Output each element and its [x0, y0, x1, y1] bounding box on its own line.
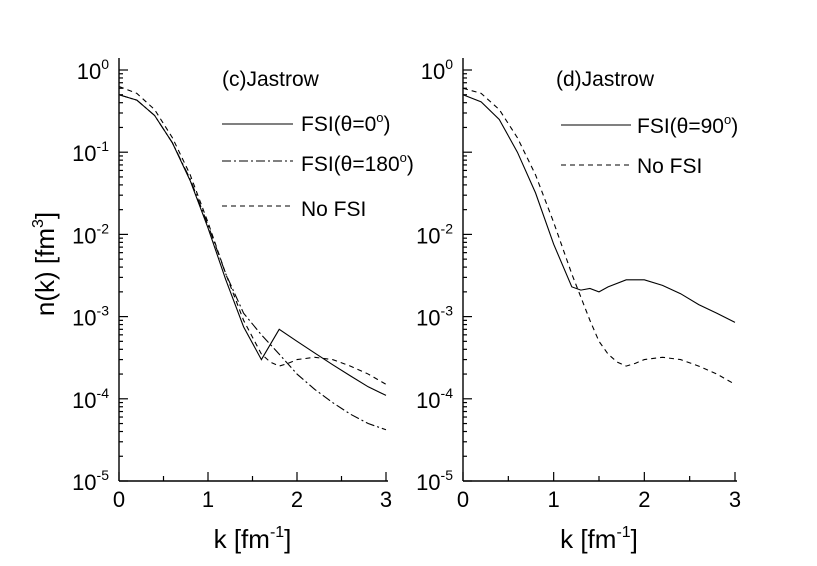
series-line-1: [118, 94, 387, 431]
legend-label-0: FSI(θ=0o): [301, 110, 391, 136]
panel-label: (c)Jastrow: [222, 68, 320, 91]
y-tick-label: 10-5: [72, 467, 109, 495]
series-line-0: [118, 94, 387, 396]
x-axis-title: k [fm-1]: [214, 524, 292, 554]
x-tick-label: 0: [457, 487, 469, 512]
x-tick-label: 3: [729, 487, 741, 512]
x-axis-title: k [fm-1]: [560, 524, 638, 554]
y-tick-label: 10-4: [72, 385, 109, 413]
x-tick-label: 2: [638, 487, 650, 512]
legend-label-2: No FSI: [301, 198, 366, 221]
y-tick-label: 10-2: [72, 220, 109, 248]
legend-label-1: FSI(θ=180o): [301, 150, 414, 176]
x-tick-label: 2: [291, 487, 303, 512]
x-tick-label: 0: [113, 487, 125, 512]
y-tick-label: 10-2: [416, 220, 453, 248]
panel-c: 100 10-1 10-2 10-3 10-4 10-50 1 2 3 k [fm-1] (c)Ja…: [72, 56, 414, 554]
y-tick-label: 10-1: [72, 138, 109, 166]
series-line-2: [118, 85, 387, 385]
y-tick-label: 10-3: [72, 303, 109, 331]
y-tick-label: 10-4: [416, 385, 453, 413]
panel-d: 100 10-2 10-3 10-4 10-50 1 2 3 k [fm-1] (d)Jastro…: [416, 56, 741, 554]
legend-label-0: FSI(θ=90o): [637, 112, 738, 138]
panel-label: (d)Jastrow: [556, 68, 655, 91]
x-tick-label: 1: [548, 487, 560, 512]
y-tick-label: 100: [77, 56, 109, 84]
legend-label-1: No FSI: [637, 155, 702, 178]
x-tick-label: 1: [202, 487, 214, 512]
y-axis-title: n(k) [fm3]: [30, 212, 60, 316]
y-tick-label: 10-3: [416, 303, 453, 331]
y-tick-label: 100: [421, 56, 453, 84]
x-tick-label: 3: [380, 487, 392, 512]
series-line-0: [462, 94, 736, 323]
y-tick-label: 10-5: [416, 467, 453, 495]
series-line-1: [462, 87, 736, 385]
